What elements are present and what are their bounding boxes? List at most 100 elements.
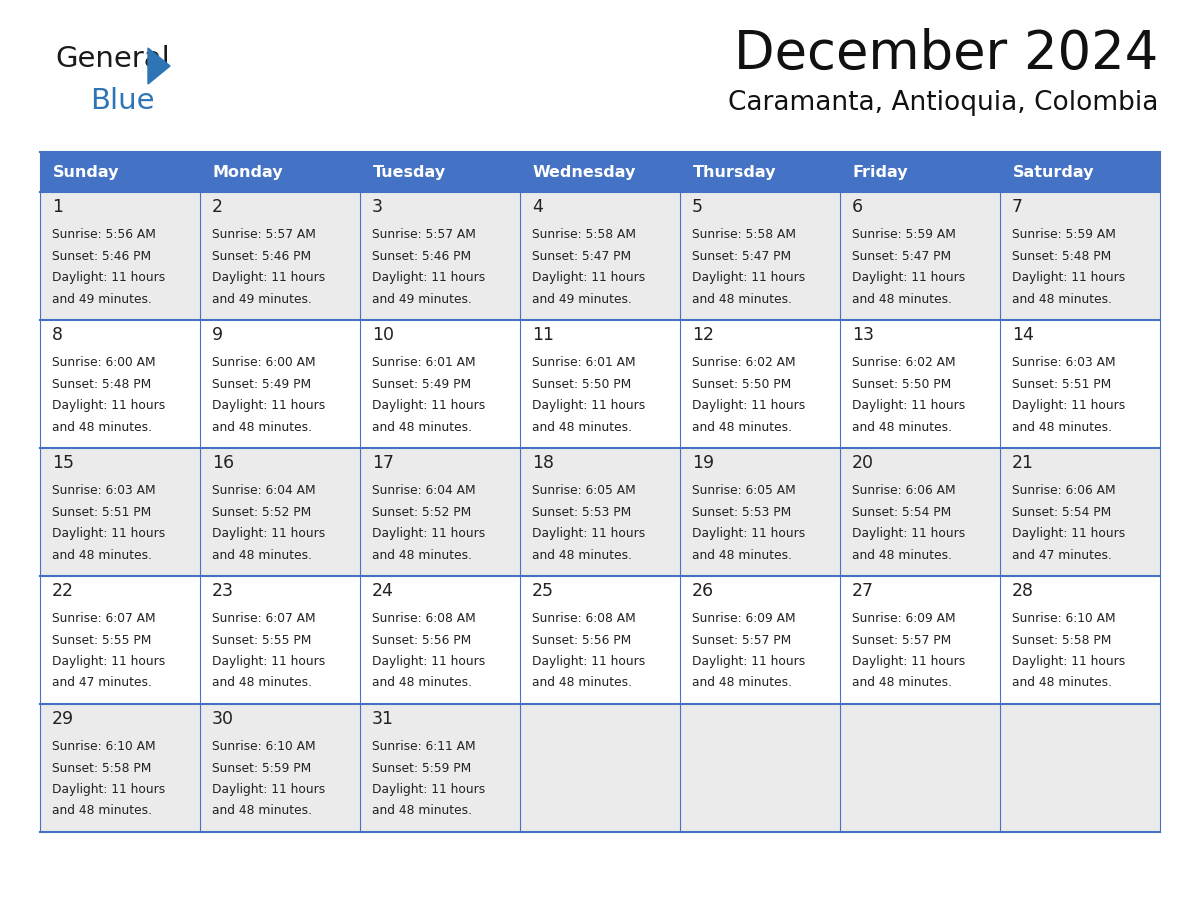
Text: Daylight: 11 hours: Daylight: 11 hours <box>532 271 645 284</box>
Text: 30: 30 <box>211 710 234 728</box>
Text: Wednesday: Wednesday <box>533 164 637 180</box>
Text: 7: 7 <box>1012 198 1023 216</box>
Text: Blue: Blue <box>90 87 154 115</box>
Bar <box>520 192 680 320</box>
Bar <box>840 192 1000 320</box>
Text: Daylight: 11 hours: Daylight: 11 hours <box>1012 655 1125 668</box>
Bar <box>840 320 1000 448</box>
Text: Sunset: 5:52 PM: Sunset: 5:52 PM <box>372 506 472 519</box>
Polygon shape <box>148 48 170 84</box>
Text: Daylight: 11 hours: Daylight: 11 hours <box>52 783 165 796</box>
Text: Sunset: 5:48 PM: Sunset: 5:48 PM <box>52 377 151 390</box>
Text: Sunrise: 6:02 AM: Sunrise: 6:02 AM <box>691 356 796 369</box>
Text: Sunrise: 6:04 AM: Sunrise: 6:04 AM <box>211 484 316 497</box>
Text: Daylight: 11 hours: Daylight: 11 hours <box>211 655 326 668</box>
Text: Daylight: 11 hours: Daylight: 11 hours <box>372 271 485 284</box>
Text: Sunrise: 6:07 AM: Sunrise: 6:07 AM <box>211 612 316 625</box>
Text: Sunrise: 6:09 AM: Sunrise: 6:09 AM <box>691 612 796 625</box>
Bar <box>200 320 360 448</box>
Bar <box>1000 320 1159 448</box>
Text: Sunrise: 6:05 AM: Sunrise: 6:05 AM <box>691 484 796 497</box>
Text: and 49 minutes.: and 49 minutes. <box>532 293 632 306</box>
Bar <box>520 704 680 832</box>
Text: Sunrise: 5:59 AM: Sunrise: 5:59 AM <box>1012 228 1116 241</box>
Text: Daylight: 11 hours: Daylight: 11 hours <box>852 271 965 284</box>
Text: 2: 2 <box>211 198 223 216</box>
Text: Daylight: 11 hours: Daylight: 11 hours <box>532 527 645 540</box>
Text: 28: 28 <box>1012 582 1034 600</box>
Bar <box>840 152 1000 192</box>
Text: Sunrise: 6:04 AM: Sunrise: 6:04 AM <box>372 484 475 497</box>
Text: Daylight: 11 hours: Daylight: 11 hours <box>852 399 965 412</box>
Text: Sunrise: 5:58 AM: Sunrise: 5:58 AM <box>532 228 636 241</box>
Text: 21: 21 <box>1012 454 1034 472</box>
Text: Sunset: 5:59 PM: Sunset: 5:59 PM <box>211 762 311 775</box>
Text: Daylight: 11 hours: Daylight: 11 hours <box>1012 399 1125 412</box>
Text: Sunset: 5:57 PM: Sunset: 5:57 PM <box>691 633 791 646</box>
Text: 1: 1 <box>52 198 63 216</box>
Text: Sunrise: 5:59 AM: Sunrise: 5:59 AM <box>852 228 956 241</box>
Bar <box>520 320 680 448</box>
Text: and 48 minutes.: and 48 minutes. <box>852 677 952 689</box>
Text: Sunrise: 6:11 AM: Sunrise: 6:11 AM <box>372 740 475 753</box>
Text: Sunset: 5:57 PM: Sunset: 5:57 PM <box>852 633 952 646</box>
Text: Sunrise: 6:00 AM: Sunrise: 6:00 AM <box>52 356 156 369</box>
Text: and 48 minutes.: and 48 minutes. <box>52 420 152 433</box>
Text: Sunrise: 6:08 AM: Sunrise: 6:08 AM <box>372 612 475 625</box>
Bar <box>680 152 840 192</box>
Text: Sunrise: 6:10 AM: Sunrise: 6:10 AM <box>211 740 316 753</box>
Text: Sunset: 5:58 PM: Sunset: 5:58 PM <box>1012 633 1112 646</box>
Text: Sunset: 5:58 PM: Sunset: 5:58 PM <box>52 762 151 775</box>
Bar <box>200 576 360 704</box>
Text: Sunset: 5:59 PM: Sunset: 5:59 PM <box>372 762 472 775</box>
Text: Sunset: 5:49 PM: Sunset: 5:49 PM <box>372 377 472 390</box>
Text: Sunset: 5:53 PM: Sunset: 5:53 PM <box>532 506 631 519</box>
Bar <box>680 448 840 576</box>
Text: and 49 minutes.: and 49 minutes. <box>52 293 152 306</box>
Text: Sunrise: 6:00 AM: Sunrise: 6:00 AM <box>211 356 316 369</box>
Bar <box>680 704 840 832</box>
Text: Sunrise: 6:09 AM: Sunrise: 6:09 AM <box>852 612 955 625</box>
Text: Sunset: 5:50 PM: Sunset: 5:50 PM <box>532 377 631 390</box>
Text: Sunset: 5:54 PM: Sunset: 5:54 PM <box>1012 506 1111 519</box>
Text: Daylight: 11 hours: Daylight: 11 hours <box>532 655 645 668</box>
Text: Daylight: 11 hours: Daylight: 11 hours <box>372 527 485 540</box>
Text: and 47 minutes.: and 47 minutes. <box>1012 548 1112 562</box>
Text: and 48 minutes.: and 48 minutes. <box>852 293 952 306</box>
Text: Sunset: 5:47 PM: Sunset: 5:47 PM <box>532 250 631 263</box>
Bar <box>40 192 200 320</box>
Text: and 48 minutes.: and 48 minutes. <box>1012 293 1112 306</box>
Text: Sunrise: 6:03 AM: Sunrise: 6:03 AM <box>52 484 156 497</box>
Text: Daylight: 11 hours: Daylight: 11 hours <box>372 783 485 796</box>
Bar <box>680 576 840 704</box>
Text: Sunrise: 6:10 AM: Sunrise: 6:10 AM <box>1012 612 1116 625</box>
Bar <box>40 704 200 832</box>
Text: Daylight: 11 hours: Daylight: 11 hours <box>691 399 805 412</box>
Text: Sunrise: 6:01 AM: Sunrise: 6:01 AM <box>372 356 475 369</box>
Bar <box>200 192 360 320</box>
Text: and 48 minutes.: and 48 minutes. <box>52 548 152 562</box>
Text: 10: 10 <box>372 326 394 344</box>
Text: and 48 minutes.: and 48 minutes. <box>211 677 312 689</box>
Text: 22: 22 <box>52 582 74 600</box>
Text: Sunrise: 6:10 AM: Sunrise: 6:10 AM <box>52 740 156 753</box>
Text: Sunday: Sunday <box>53 164 120 180</box>
Bar <box>40 448 200 576</box>
Bar <box>1000 576 1159 704</box>
Bar <box>520 152 680 192</box>
Bar <box>680 320 840 448</box>
Text: Sunrise: 6:06 AM: Sunrise: 6:06 AM <box>1012 484 1116 497</box>
Text: and 48 minutes.: and 48 minutes. <box>691 420 792 433</box>
Text: Daylight: 11 hours: Daylight: 11 hours <box>52 655 165 668</box>
Text: Daylight: 11 hours: Daylight: 11 hours <box>691 271 805 284</box>
Text: Daylight: 11 hours: Daylight: 11 hours <box>532 399 645 412</box>
Text: Sunset: 5:51 PM: Sunset: 5:51 PM <box>1012 377 1111 390</box>
Bar <box>40 152 200 192</box>
Text: Sunset: 5:55 PM: Sunset: 5:55 PM <box>52 633 151 646</box>
Text: Sunrise: 6:08 AM: Sunrise: 6:08 AM <box>532 612 636 625</box>
Bar <box>360 152 520 192</box>
Text: 4: 4 <box>532 198 543 216</box>
Bar <box>360 704 520 832</box>
Text: 9: 9 <box>211 326 223 344</box>
Text: Sunset: 5:46 PM: Sunset: 5:46 PM <box>52 250 151 263</box>
